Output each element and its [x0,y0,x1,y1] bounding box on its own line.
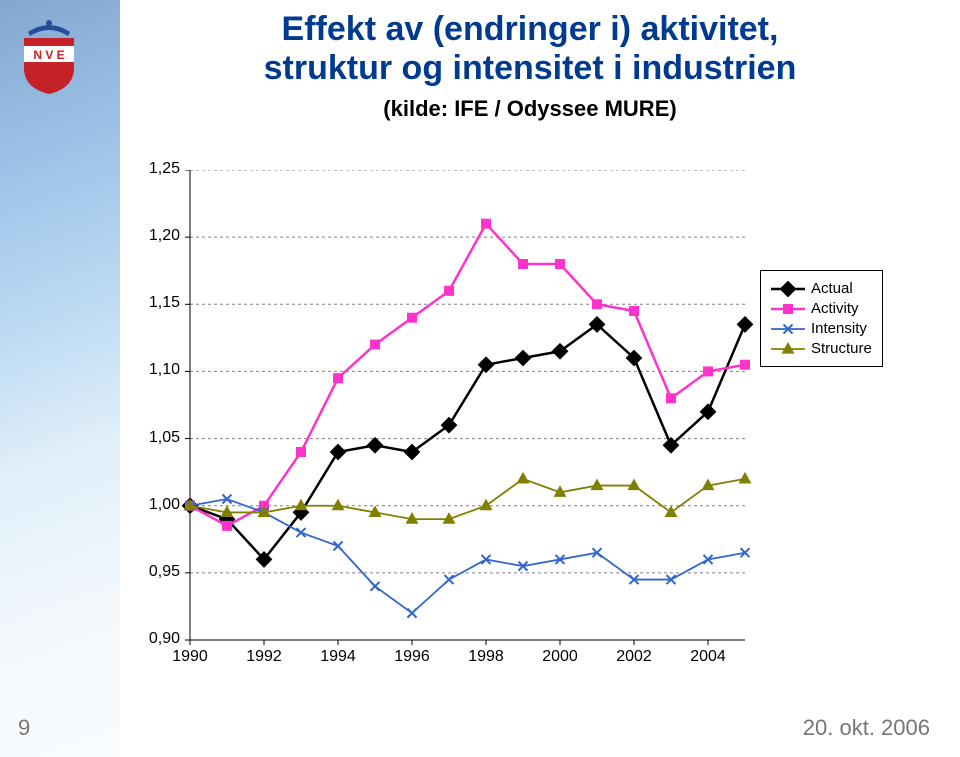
legend-item-actual: Actual [771,280,872,297]
legend-item-activity: Activity [771,300,872,317]
y-tick-label: 1,25 [110,160,180,178]
x-tick-label: 2002 [604,648,664,666]
legend-label: Structure [811,340,872,357]
nve-logo: N V E [18,18,80,96]
y-tick-label: 1,15 [110,294,180,312]
chart-svg [110,170,860,680]
legend: Actual Activity Intensity Structure [760,270,883,367]
x-tick-label: 1998 [456,648,516,666]
legend-item-structure: Structure [771,340,872,357]
x-tick-label: 1990 [160,648,220,666]
x-tick-label: 2004 [678,648,738,666]
y-tick-label: 1,20 [110,227,180,245]
legend-label: Intensity [811,320,867,337]
title-block: Effekt av (endringer i) aktivitet, struk… [140,10,920,122]
y-tick-label: 1,00 [110,496,180,514]
title-line-1: Effekt av (endringer i) aktivitet, [140,10,920,49]
y-tick-label: 0,90 [110,630,180,648]
legend-label: Activity [811,300,859,317]
footer-page-number: 9 [18,715,30,741]
footer-date: 20. okt. 2006 [803,715,930,741]
y-tick-label: 1,05 [110,429,180,447]
x-tick-label: 2000 [530,648,590,666]
x-tick-label: 1994 [308,648,368,666]
background-strip [0,0,120,757]
subtitle: (kilde: IFE / Odyssee MURE) [140,96,920,122]
svg-text:N V E: N V E [33,48,64,62]
x-tick-label: 1996 [382,648,442,666]
y-tick-label: 1,10 [110,361,180,379]
title-line-2: struktur og intensitet i industrien [140,49,920,88]
chart: 0,900,951,001,051,101,151,201,25 1990199… [110,170,860,680]
x-tick-label: 1992 [234,648,294,666]
legend-label: Actual [811,280,853,297]
y-tick-label: 0,95 [110,563,180,581]
legend-item-intensity: Intensity [771,320,872,337]
